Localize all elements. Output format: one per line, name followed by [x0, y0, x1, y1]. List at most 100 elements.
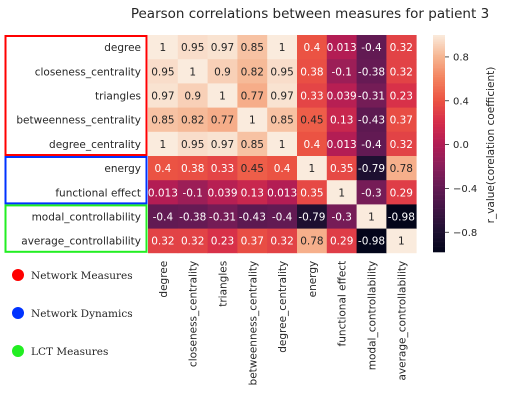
- y-tick-label: average_controllability: [21, 236, 141, 248]
- cell-value-label: -0.43: [239, 212, 266, 224]
- group-legend: Network Measures Network Dynamics LCT Meas…: [12, 269, 133, 358]
- heatmap-cell: [297, 204, 328, 229]
- cell-value-label: 0.29: [330, 236, 353, 248]
- colorbar-segment: [433, 91, 445, 94]
- colorbar-segment: [433, 80, 445, 83]
- group-box: [4, 156, 148, 205]
- colorbar-segment: [433, 177, 445, 180]
- x-tick-labels: degree closeness_centrality triangles betwe…: [158, 261, 408, 386]
- colorbar-segment: [433, 188, 445, 191]
- cell-value-label: -0.4: [272, 212, 293, 224]
- legend-label: Network Dynamics: [31, 308, 133, 320]
- colorbar-segment: [433, 92, 445, 95]
- colorbar-segment: [433, 244, 445, 247]
- y-tick-label: betweenness_centrality: [16, 115, 141, 127]
- colorbar-tick-label: 0.4: [453, 96, 469, 107]
- heatmap-cell: [177, 107, 208, 133]
- y-tick-labels: degree closeness_centrality triangles betwe…: [16, 42, 141, 248]
- cell-value-label: -0.98: [388, 212, 415, 224]
- cell-value-label: 0.013: [267, 187, 297, 199]
- heatmap-cell: [148, 156, 179, 181]
- heatmap-cell: [267, 107, 298, 133]
- heatmap-cell: [267, 131, 298, 157]
- colorbar: 0.8 0.4 0.0 −0.4 −0.8: [433, 35, 477, 253]
- colorbar-segment: [433, 87, 445, 90]
- cell-value-label: 1: [368, 212, 375, 224]
- colorbar-label: r_value(corelation coefficient): [485, 67, 497, 224]
- cell-value-label: 1: [219, 91, 226, 103]
- heatmap-cell: [267, 228, 298, 254]
- cell-value-label: -0.4: [361, 139, 382, 151]
- heatmap-cell: [237, 180, 268, 205]
- cell-value-label: 0.85: [151, 115, 174, 127]
- cell-value-label: 0.97: [211, 139, 234, 151]
- cell-value-label: 0.4: [304, 42, 321, 54]
- heatmap-cell: [207, 156, 238, 181]
- colorbar-segment: [433, 186, 445, 190]
- colorbar-segment: [433, 156, 445, 159]
- colorbar-segment: [433, 246, 445, 249]
- cell-value-label: 0.85: [241, 139, 264, 151]
- heatmap-cell: [386, 131, 417, 157]
- heatmap-cell: [297, 83, 328, 108]
- heatmap-cell: [267, 180, 298, 205]
- legend-marker: [12, 345, 24, 357]
- heatmap-cell: [356, 59, 387, 84]
- colorbar-segment: [433, 42, 445, 45]
- colorbar-segment: [433, 94, 445, 97]
- colorbar-segment: [433, 214, 445, 217]
- y-tick-label: triangles: [95, 91, 141, 103]
- heatmap-cell: [356, 83, 387, 108]
- colorbar-segment: [433, 179, 445, 182]
- x-tick-label: closeness_centrality: [188, 261, 200, 367]
- colorbar-segment: [433, 165, 445, 168]
- heatmap-cell: [267, 204, 298, 229]
- heatmap-cell: [207, 59, 238, 84]
- cell-value-label: 0.13: [241, 187, 264, 199]
- cell-value-label: 0.97: [211, 42, 234, 54]
- colorbar-segment: [433, 47, 445, 50]
- colorbar-segment: [433, 232, 445, 235]
- colorbar-segment: [433, 139, 445, 142]
- cell-value-label: 0.9: [214, 66, 231, 78]
- colorbar-segment: [433, 44, 445, 47]
- colorbar-segment: [433, 54, 445, 57]
- colorbar-segment: [433, 38, 445, 41]
- x-tick-label: triangles: [218, 261, 230, 307]
- heatmap-cell: [148, 131, 179, 157]
- chart-title: Pearson correlations between measures fo…: [131, 6, 489, 22]
- x-tick-label: betweenness_centrality: [247, 261, 259, 386]
- cell-value-label: 0.95: [270, 66, 293, 78]
- cell-value-label: 0.039: [207, 187, 237, 199]
- colorbar-segment: [433, 172, 445, 175]
- heatmap-cell: [356, 204, 387, 229]
- colorbar-segment: [433, 237, 445, 240]
- heatmap-cell: [326, 204, 357, 229]
- heatmap-cell: [207, 204, 238, 229]
- colorbar-segment: [433, 60, 445, 63]
- cell-value-label: 0.82: [181, 115, 204, 127]
- colorbar-segment: [433, 219, 445, 222]
- x-tick-label: modal_controllability: [367, 261, 379, 370]
- cell-value-label: 0.23: [211, 236, 234, 248]
- heatmap-cell: [297, 35, 328, 60]
- heatmap-cell: [177, 35, 208, 60]
- cell-value-label: 0.9: [184, 91, 201, 103]
- heatmap-cell: [207, 35, 238, 60]
- cell-value-label: 0.29: [390, 187, 413, 199]
- cell-value-label: 1: [338, 187, 345, 199]
- legend-marker: [12, 307, 24, 319]
- cell-value-label: 0.32: [390, 139, 413, 151]
- heatmap-cell: [237, 131, 268, 157]
- colorbar-segment: [433, 82, 445, 85]
- y-tick-label: modal_controllability: [32, 212, 141, 224]
- cell-value-label: 1: [309, 163, 316, 175]
- colorbar-segment: [433, 145, 445, 148]
- heatmap-cell: [356, 180, 387, 205]
- colorbar-segment: [433, 195, 445, 199]
- cell-value-label: 0.4: [155, 163, 172, 175]
- heatmap-cell: [326, 156, 357, 181]
- y-tick-label: energy: [104, 163, 141, 175]
- colorbar-segment: [433, 239, 445, 242]
